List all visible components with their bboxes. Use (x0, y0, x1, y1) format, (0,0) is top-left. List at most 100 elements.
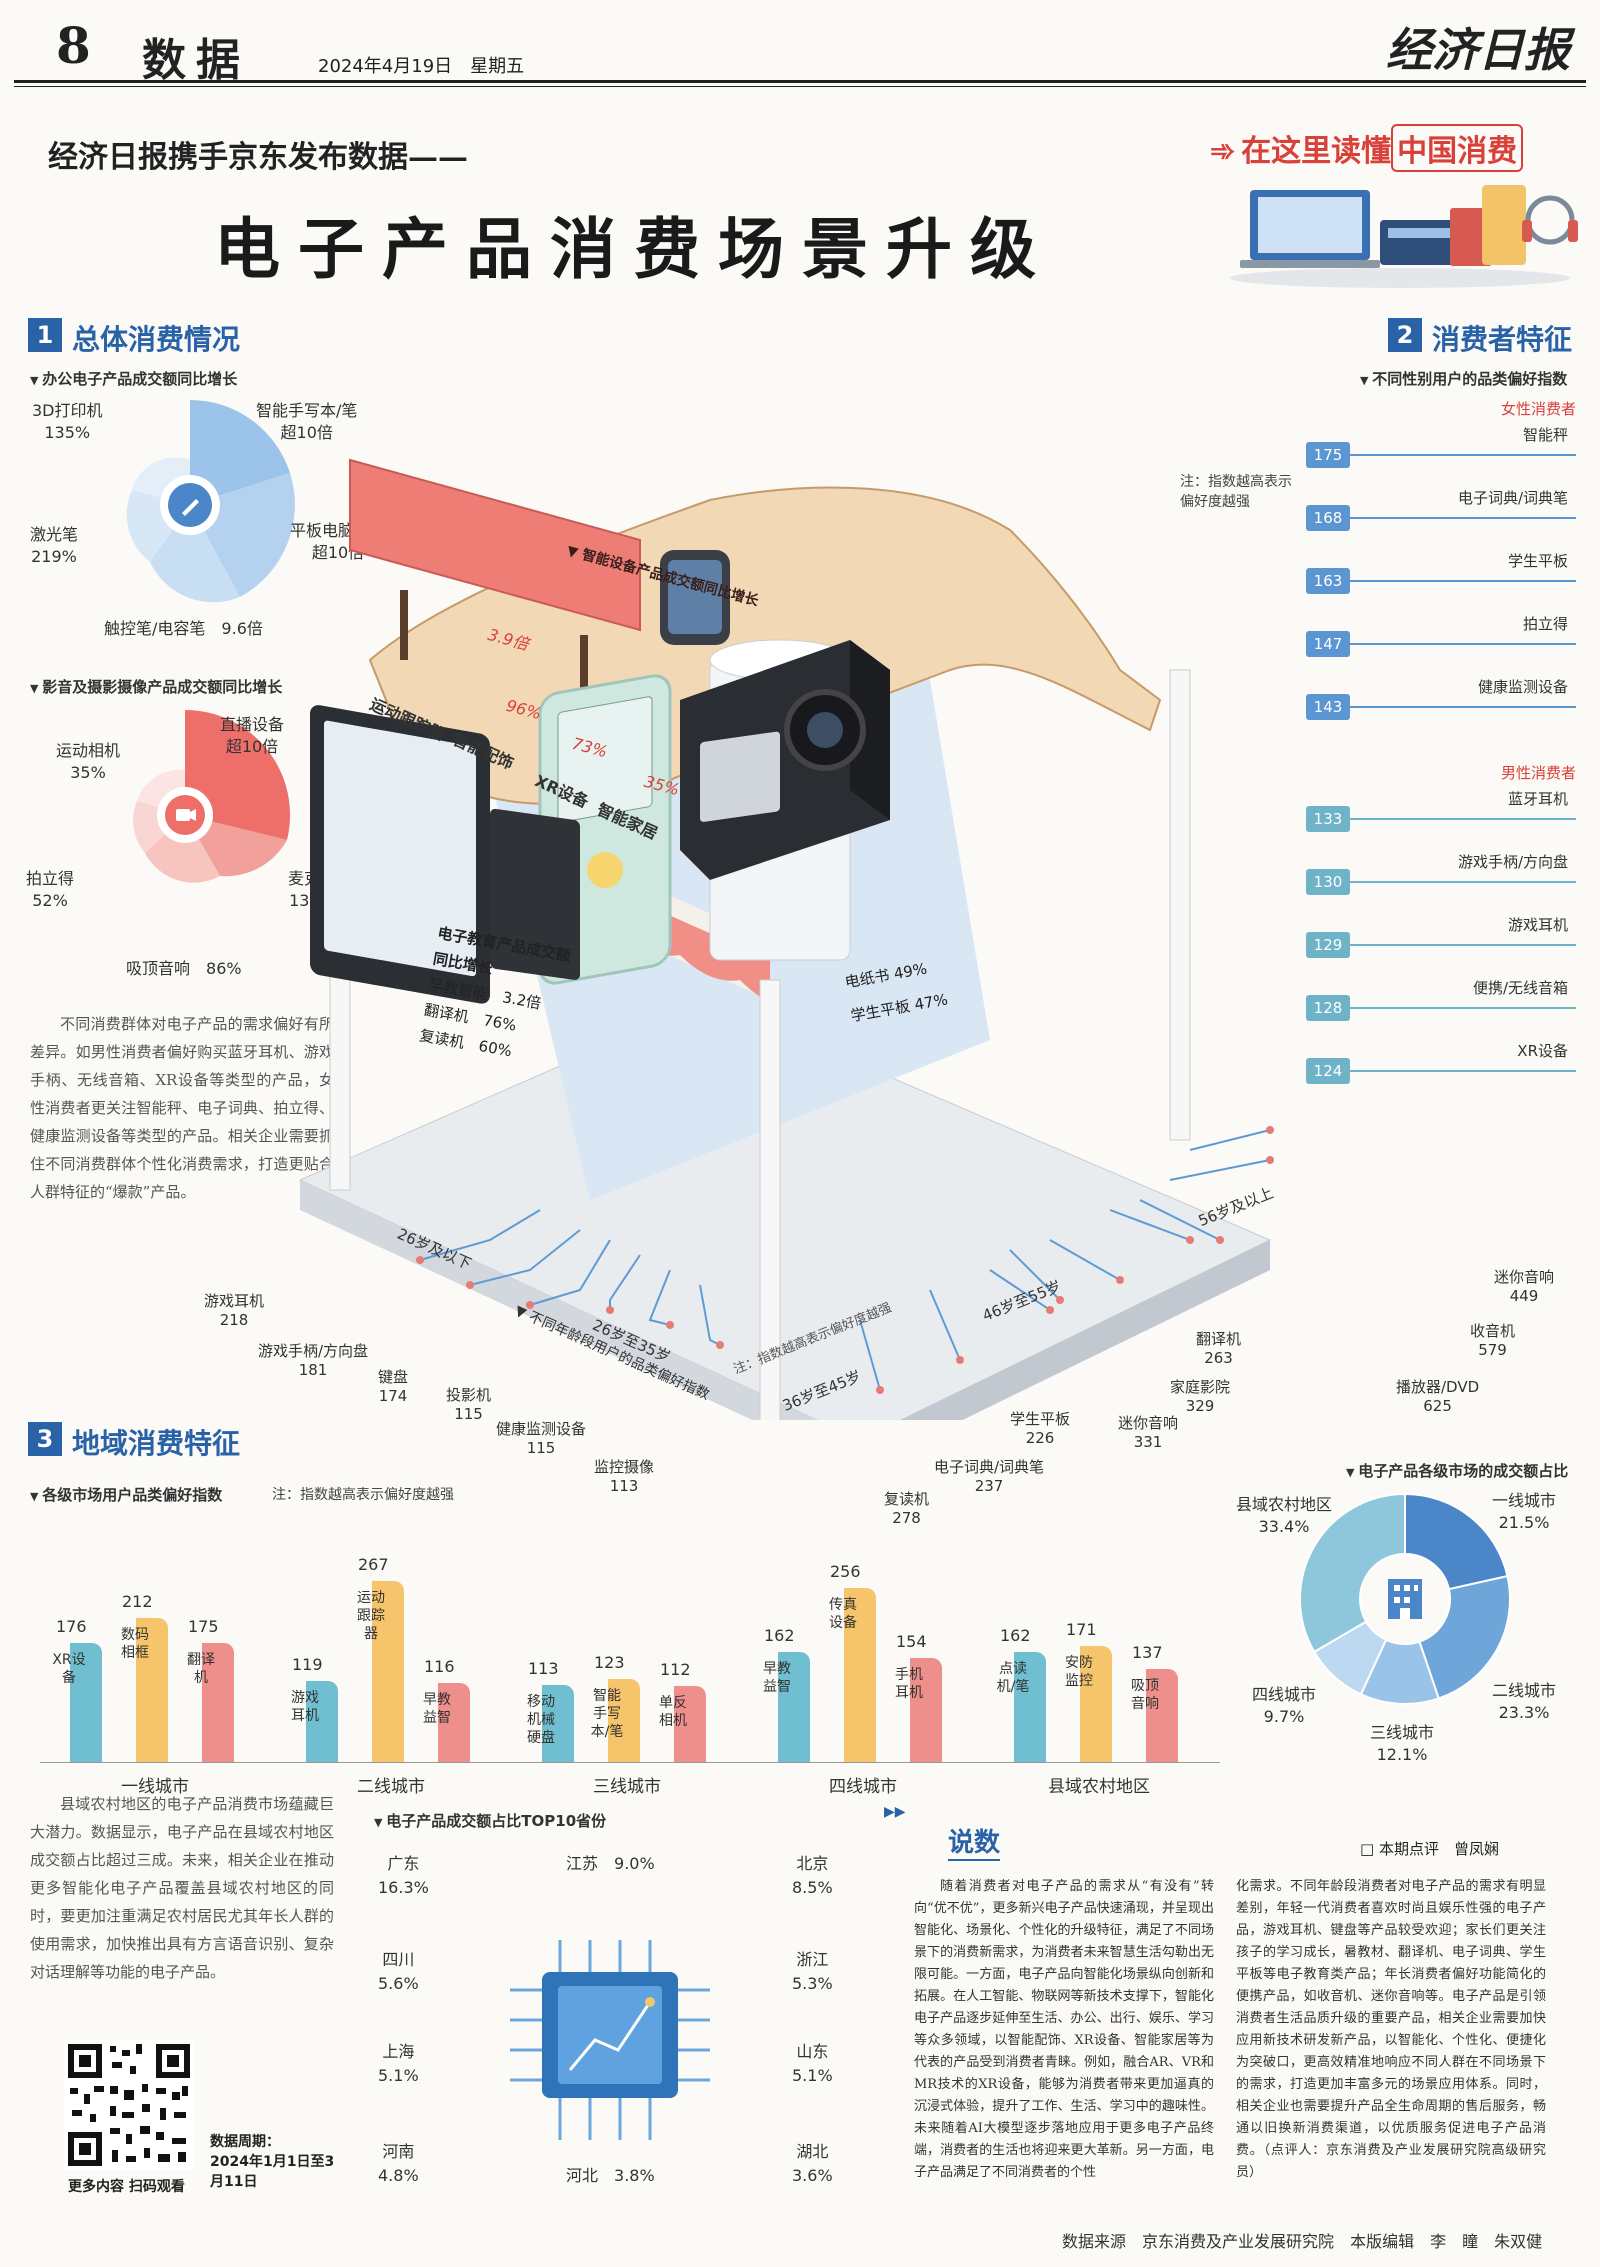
office-label-3: 触控笔/电容笔 9.6倍 (104, 619, 263, 638)
prov-3: 四川 5.6% (378, 1950, 419, 1993)
section2-heading: 2 消费者特征 (1388, 318, 1572, 358)
region-bar (70, 1642, 102, 1762)
office-label-0: 3D打印机 135% (32, 401, 103, 442)
office-subtitle: 办公电子产品成交额同比增长 (30, 368, 237, 389)
source-label: 数据来源 (1062, 2232, 1127, 2251)
section2-subtitle: 不同性别用户的品类偏好指数 (1360, 368, 1567, 389)
masthead: 8 数据 2024年4月19日 星期五 经济日报 (0, 0, 1600, 87)
region-bar-name: 早教益智 (763, 1661, 791, 1696)
section2-note: 注：指数越高表示偏好度越强 (1180, 474, 1292, 510)
office-label-1: 智能手写本/笔 超10倍 (256, 401, 358, 442)
region-bar (202, 1643, 234, 1762)
camera-icon (176, 809, 190, 821)
region-bar-name: 手机耳机 (895, 1666, 923, 1701)
region-bar (1146, 1669, 1178, 1762)
donut-subtitle: 电子产品各级市场的成交额占比 (1346, 1460, 1568, 1481)
region-bar-value: 123 (594, 1652, 625, 1672)
pref-line (1350, 517, 1576, 519)
region-bar-name: 点读机/笔 (996, 1661, 1030, 1696)
prov-9: 湖北 3.6% (792, 2142, 833, 2185)
pref-line (1350, 881, 1576, 883)
prov-4: 浙江 5.3% (792, 1950, 833, 1993)
region-bar-chart: 176 XR设备 212 数码相框 175 翻译机 一线城市 119 游戏耳机 267 运动跟踪器 1… (20, 1520, 1200, 1797)
region-bar-value: 176 (56, 1616, 87, 1636)
region-bar-value: 113 (528, 1659, 559, 1679)
age-item-11: 翻译机 263 (1196, 1330, 1242, 1367)
sign-board (349, 458, 641, 632)
video-pie-chart (133, 710, 291, 883)
office-pie-chart (126, 400, 295, 603)
prov-7: 河南 4.8% (378, 2142, 419, 2185)
age-item-2: 键盘 174 (378, 1368, 409, 1405)
pref-name: 健康监测设备 (1477, 678, 1568, 696)
region-bar-name: 传真设备 (829, 1597, 857, 1632)
region-bar-value: 116 (424, 1657, 455, 1677)
editor-label: 本版编辑 (1350, 2232, 1415, 2251)
region-bar-name: 单反相机 (659, 1695, 687, 1729)
age-item-8: 学生平板 226 (1010, 1410, 1071, 1447)
pref-value: 124 (1306, 1058, 1350, 1084)
male-heading: 男性消费者 (1500, 764, 1576, 782)
pref-value: 163 (1306, 568, 1350, 594)
qr-code[interactable] (64, 2040, 194, 2170)
footer-credits: 数据来源 京东消费及产业发展研究院 本版编辑 李 瞳 朱双健 (1062, 2228, 1542, 2252)
region-bar-value: 175 (188, 1617, 219, 1637)
region-bar-name: 运动跟踪器 (357, 1589, 385, 1642)
pref-row: 蓝牙耳机 133 (1300, 788, 1576, 832)
region-bar-value: 154 (896, 1631, 927, 1651)
region-bar-value: 119 (292, 1655, 323, 1675)
region-bar (542, 1685, 574, 1762)
age-item-6: 复读机 278 (884, 1490, 930, 1527)
pref-name: 电子词典/词典笔 (1457, 489, 1568, 507)
market-share-donut (1299, 1492, 1511, 1705)
region-bar-name: 早教益智 (423, 1692, 451, 1727)
donut-slice (1418, 1574, 1511, 1700)
age-item-7: 电子词典/词典笔 237 (934, 1458, 1045, 1495)
pref-name: 便携/无线音箱 (1472, 979, 1568, 997)
region-bar (372, 1580, 404, 1762)
region-label: 县域农村地区 (1048, 1777, 1150, 1797)
arrow-icon: ➾ (1210, 134, 1236, 169)
column-tag: ➾ 在这里读懂 中国消费 (1210, 124, 1524, 172)
office-label-4: 激光笔 219% (30, 525, 79, 566)
pref-name: 拍立得 (1522, 615, 1568, 633)
age-item-1: 游戏手柄/方向盘 181 (258, 1342, 369, 1379)
page-number: 8 (56, 16, 91, 75)
region-bar-name: 翻译机 (187, 1652, 215, 1687)
source-value: 京东消费及产业发展研究院 (1142, 2232, 1335, 2251)
pref-value: 130 (1306, 869, 1350, 895)
region-bar-value: 162 (1000, 1626, 1031, 1646)
action-camera (680, 640, 890, 880)
region-bar-name: XR设备 (52, 1651, 86, 1686)
video-label-1: 直播设备 超10倍 (220, 715, 285, 756)
age-item-0: 游戏耳机 218 (204, 1292, 265, 1329)
region-bar (910, 1657, 942, 1762)
donut-label-2: 三线城市 12.1% (1370, 1723, 1435, 1764)
paper-logo: 经济日报 (1386, 23, 1570, 77)
pref-line (1350, 454, 1576, 456)
region-bar-value: 112 (660, 1660, 691, 1679)
section3-title: 地域消费特征 (72, 1427, 241, 1460)
pref-line (1350, 944, 1576, 946)
section-name: 数据 (142, 35, 250, 86)
pref-value: 133 (1306, 806, 1350, 832)
data-period: 数据周期： 2024年1月1日至3月11日 (210, 2132, 340, 2192)
region-bar-value: 137 (1132, 1643, 1163, 1663)
pref-name: 学生平板 (1507, 552, 1568, 570)
donut-slice (1299, 1492, 1406, 1654)
region-bar (136, 1618, 168, 1762)
pref-value: 128 (1306, 995, 1350, 1021)
region-label: 一线城市 (121, 1777, 189, 1797)
age-item-13: 收音机 579 (1470, 1322, 1516, 1359)
pref-row: 学生平板 163 (1300, 550, 1576, 594)
ereader-device (310, 705, 490, 1004)
donut-label-4: 县域农村地区 33.4% (1236, 1495, 1333, 1536)
video-label-0: 运动相机 35% (56, 741, 121, 782)
pref-value: 147 (1306, 631, 1350, 657)
pref-name: 游戏耳机 (1507, 916, 1568, 934)
pref-line (1350, 643, 1576, 645)
commentary-byline: □ 本期点评 曾凤娴 (1360, 1840, 1499, 1858)
region-label: 三线城市 (593, 1777, 661, 1797)
region-label: 四线城市 (829, 1777, 897, 1797)
region-bar (1014, 1652, 1046, 1762)
